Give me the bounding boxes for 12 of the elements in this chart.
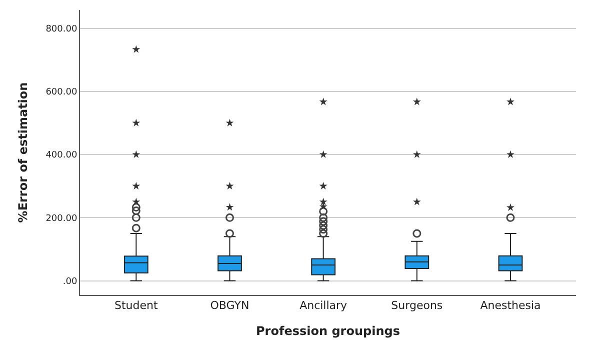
- x-tick-label: Anesthesia: [480, 299, 541, 312]
- x-tick-label: Surgeons: [391, 299, 443, 312]
- y-tick-label: 200.00: [46, 214, 78, 224]
- y-tick-label: 600.00: [46, 88, 78, 98]
- x-tick-label: OBGYN: [210, 299, 250, 312]
- x-tick-label: Student: [114, 299, 158, 312]
- y-tick-label: 800.00: [46, 24, 78, 34]
- x-tick-label: Ancillary: [300, 299, 348, 312]
- y-tick-label: 400.00: [46, 150, 78, 161]
- x-axis-title: Profession groupings: [256, 324, 400, 338]
- y-tick-label: .00: [62, 276, 78, 287]
- y-axis-title: %Error of estimation: [16, 82, 30, 223]
